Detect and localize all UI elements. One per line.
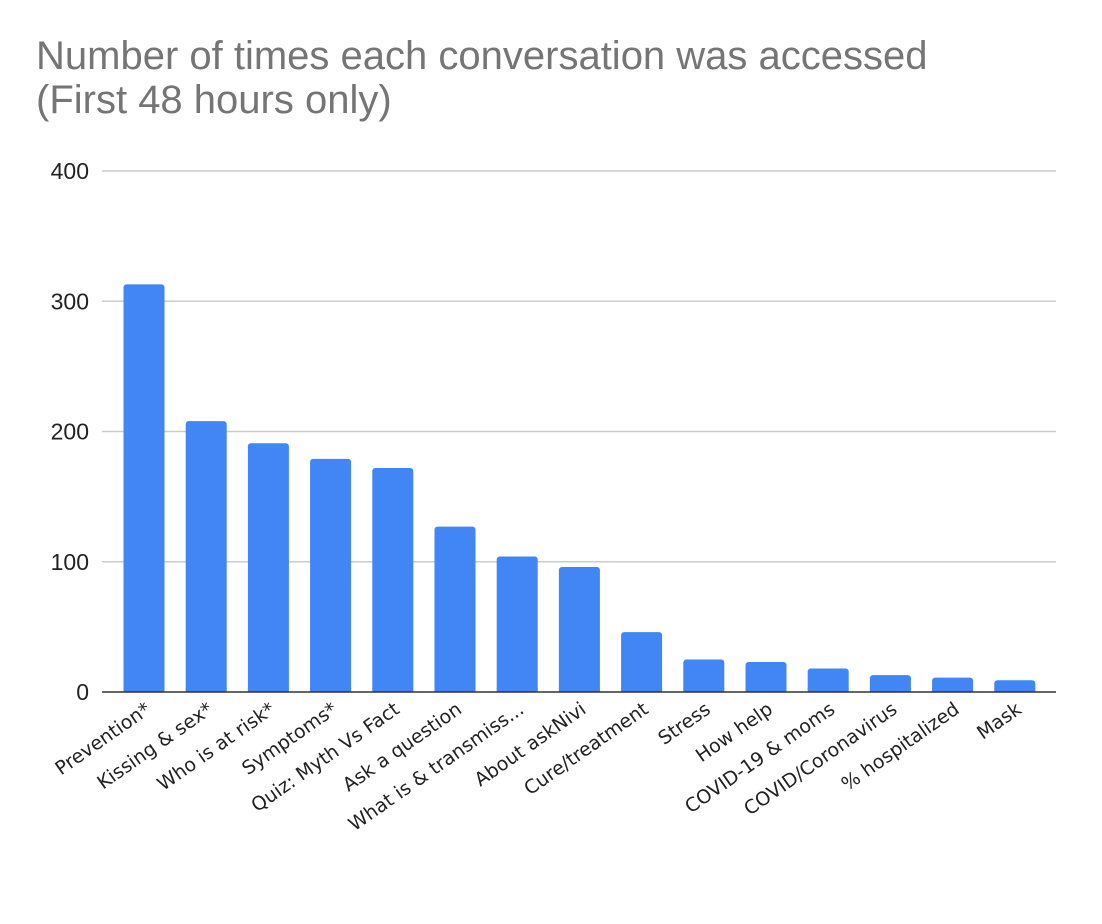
bar	[496, 556, 538, 692]
bar	[247, 443, 289, 692]
bar-base	[932, 688, 974, 692]
chart-title-line-2: (First 48 hours only)	[36, 78, 392, 122]
bar-base	[310, 688, 352, 692]
y-axis-ticks: 0 100 200 300 400	[51, 158, 89, 705]
bar-base	[558, 688, 600, 692]
x-axis-labels: Prevention*Kissing & sex*Who is at risk*…	[51, 698, 1025, 836]
bar-base	[745, 688, 787, 692]
bar	[621, 632, 663, 692]
bar-base	[496, 688, 538, 692]
bar	[683, 659, 725, 692]
bar-base	[247, 688, 289, 692]
bar	[185, 421, 227, 692]
bar-base	[869, 688, 911, 692]
y-tick-label: 200	[51, 419, 89, 445]
gridlines	[102, 170, 1056, 563]
y-tick-label: 300	[51, 288, 89, 314]
bar-base	[807, 688, 849, 692]
bar	[123, 284, 165, 692]
chart-title: Number of times each conversation was ac…	[36, 34, 1076, 122]
chart-title-line-1: Number of times each conversation was ac…	[36, 34, 928, 78]
x-category-label: Mask	[973, 698, 1026, 744]
bar-base	[994, 688, 1036, 692]
y-tick-label: 100	[51, 549, 89, 575]
bars	[123, 284, 1036, 692]
y-tick-label: 0	[76, 679, 89, 705]
bar	[558, 566, 600, 692]
bar-base	[123, 688, 165, 692]
bar	[372, 467, 414, 692]
bar-base	[683, 688, 725, 692]
bar	[310, 458, 352, 692]
bar	[434, 526, 476, 692]
bar-base	[621, 688, 663, 692]
bar-base	[434, 688, 476, 692]
bar	[807, 668, 849, 692]
bar	[745, 662, 787, 692]
y-tick-label: 400	[51, 158, 89, 184]
bar-base	[185, 688, 227, 692]
bar	[869, 675, 911, 692]
bar-base	[372, 688, 414, 692]
